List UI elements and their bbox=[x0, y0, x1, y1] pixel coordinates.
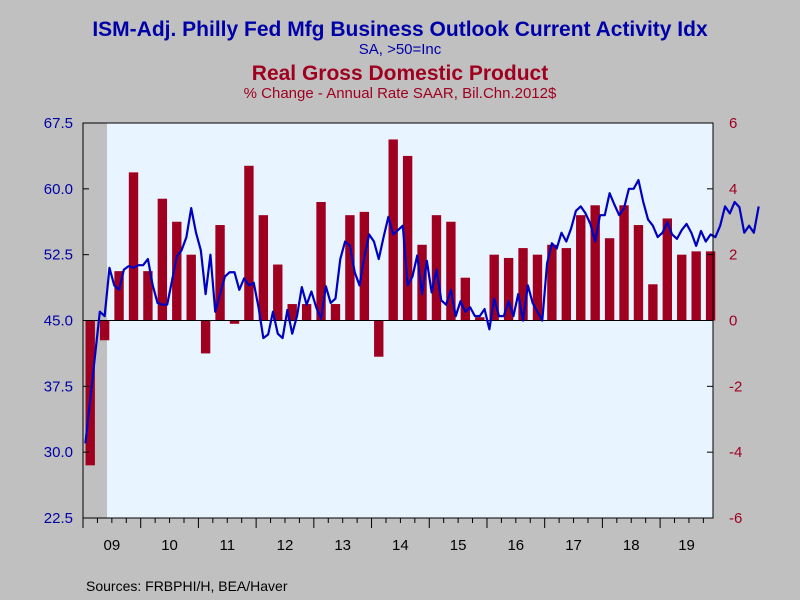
gdp-bar bbox=[258, 215, 269, 321]
gdp-bar bbox=[662, 218, 672, 321]
gdp-bar bbox=[677, 254, 687, 321]
gdp-bar bbox=[172, 221, 182, 321]
gdp-bar bbox=[99, 320, 110, 341]
gdp-bar bbox=[316, 202, 326, 321]
chart-title: ISM-Adj. Philly Fed Mfg Business Outlook… bbox=[92, 18, 708, 41]
gdp-bar bbox=[648, 284, 658, 321]
gdp-bar bbox=[475, 317, 485, 321]
gdp-bar bbox=[273, 264, 283, 321]
x-axis-tick-label: 16 bbox=[507, 537, 524, 554]
gdp-bar bbox=[200, 320, 211, 354]
gdp-bar bbox=[374, 320, 384, 357]
x-axis-tick-label: 12 bbox=[277, 537, 294, 554]
chart-subtitle-line-series: SA, >50=Inc bbox=[358, 41, 442, 58]
gdp-bar bbox=[417, 244, 427, 321]
gdp-bar bbox=[604, 238, 615, 321]
left-axis-tick-label: 30.0 bbox=[44, 444, 73, 461]
left-axis-tick-label: 45.0 bbox=[44, 313, 73, 330]
gdp-bar bbox=[547, 244, 557, 321]
gdp-bar bbox=[518, 248, 528, 321]
sources-note: Sources: FRBPHI/H, BEA/Haver bbox=[86, 578, 288, 594]
x-axis-tick-label: 19 bbox=[678, 537, 695, 554]
gdp-bar bbox=[215, 225, 225, 321]
right-axis-tick-label: 4 bbox=[729, 181, 737, 198]
gdp-bar bbox=[633, 225, 644, 321]
gdp-bar bbox=[330, 304, 341, 321]
gdp-bar bbox=[345, 215, 355, 321]
x-axis-tick-label: 09 bbox=[104, 537, 121, 554]
gdp-bar bbox=[157, 198, 168, 321]
left-axis-tick-label: 37.5 bbox=[44, 378, 73, 395]
right-axis-tick-label: 0 bbox=[729, 313, 737, 330]
x-axis-tick-label: 17 bbox=[565, 537, 582, 554]
gdp-bar bbox=[576, 215, 586, 321]
gdp-bar bbox=[114, 271, 124, 321]
right-axis-tick-label: -6 bbox=[729, 510, 742, 527]
gdp-bar bbox=[619, 205, 629, 321]
gdp-bar bbox=[590, 205, 600, 321]
gdp-bar bbox=[532, 254, 543, 321]
philly-fed-line bbox=[84, 178, 760, 444]
gdp-bar bbox=[301, 304, 312, 321]
gdp-bar bbox=[431, 215, 442, 321]
gdp-bar bbox=[705, 251, 716, 321]
gdp-bar bbox=[244, 165, 254, 321]
right-axis-tick-label: 2 bbox=[729, 247, 737, 264]
right-axis-tick-label: 6 bbox=[729, 115, 737, 132]
gdp-bar bbox=[402, 155, 413, 321]
gdp-bar bbox=[186, 254, 196, 321]
gdp-bar bbox=[561, 248, 572, 321]
right-axis-tick-label: -4 bbox=[729, 444, 742, 461]
gdp-bar bbox=[489, 254, 499, 321]
x-axis-tick-label: 10 bbox=[161, 537, 178, 554]
gdp-bar bbox=[691, 251, 701, 321]
left-axis-tick-label: 52.5 bbox=[44, 247, 73, 264]
left-axis-tick-label: 67.5 bbox=[44, 115, 73, 132]
chart-title-bar-series: Real Gross Domestic Product bbox=[251, 62, 549, 85]
gdp-bar bbox=[446, 221, 456, 321]
chart-subtitle-bar-series: % Change - Annual Rate SAAR, Bil.Chn.201… bbox=[243, 85, 557, 102]
x-axis-tick-label: 15 bbox=[450, 537, 467, 554]
x-axis-tick-label: 18 bbox=[623, 537, 640, 554]
x-axis-tick-label: 14 bbox=[392, 537, 409, 554]
gdp-bar bbox=[460, 277, 471, 321]
left-axis-tick-label: 22.5 bbox=[44, 510, 73, 527]
gdp-bar bbox=[287, 304, 297, 321]
gdp-bar bbox=[503, 257, 514, 321]
gdp-bar bbox=[388, 139, 398, 321]
x-axis-tick-label: 13 bbox=[334, 537, 351, 554]
x-axis-tick-label: 11 bbox=[219, 537, 235, 554]
right-axis-tick-label: -2 bbox=[729, 378, 742, 395]
left-axis-tick-label: 60.0 bbox=[44, 181, 73, 198]
gdp-bar bbox=[229, 320, 240, 324]
gdp-bar bbox=[128, 172, 139, 321]
gdp-bar bbox=[143, 271, 153, 321]
gdp-bar bbox=[359, 211, 370, 321]
